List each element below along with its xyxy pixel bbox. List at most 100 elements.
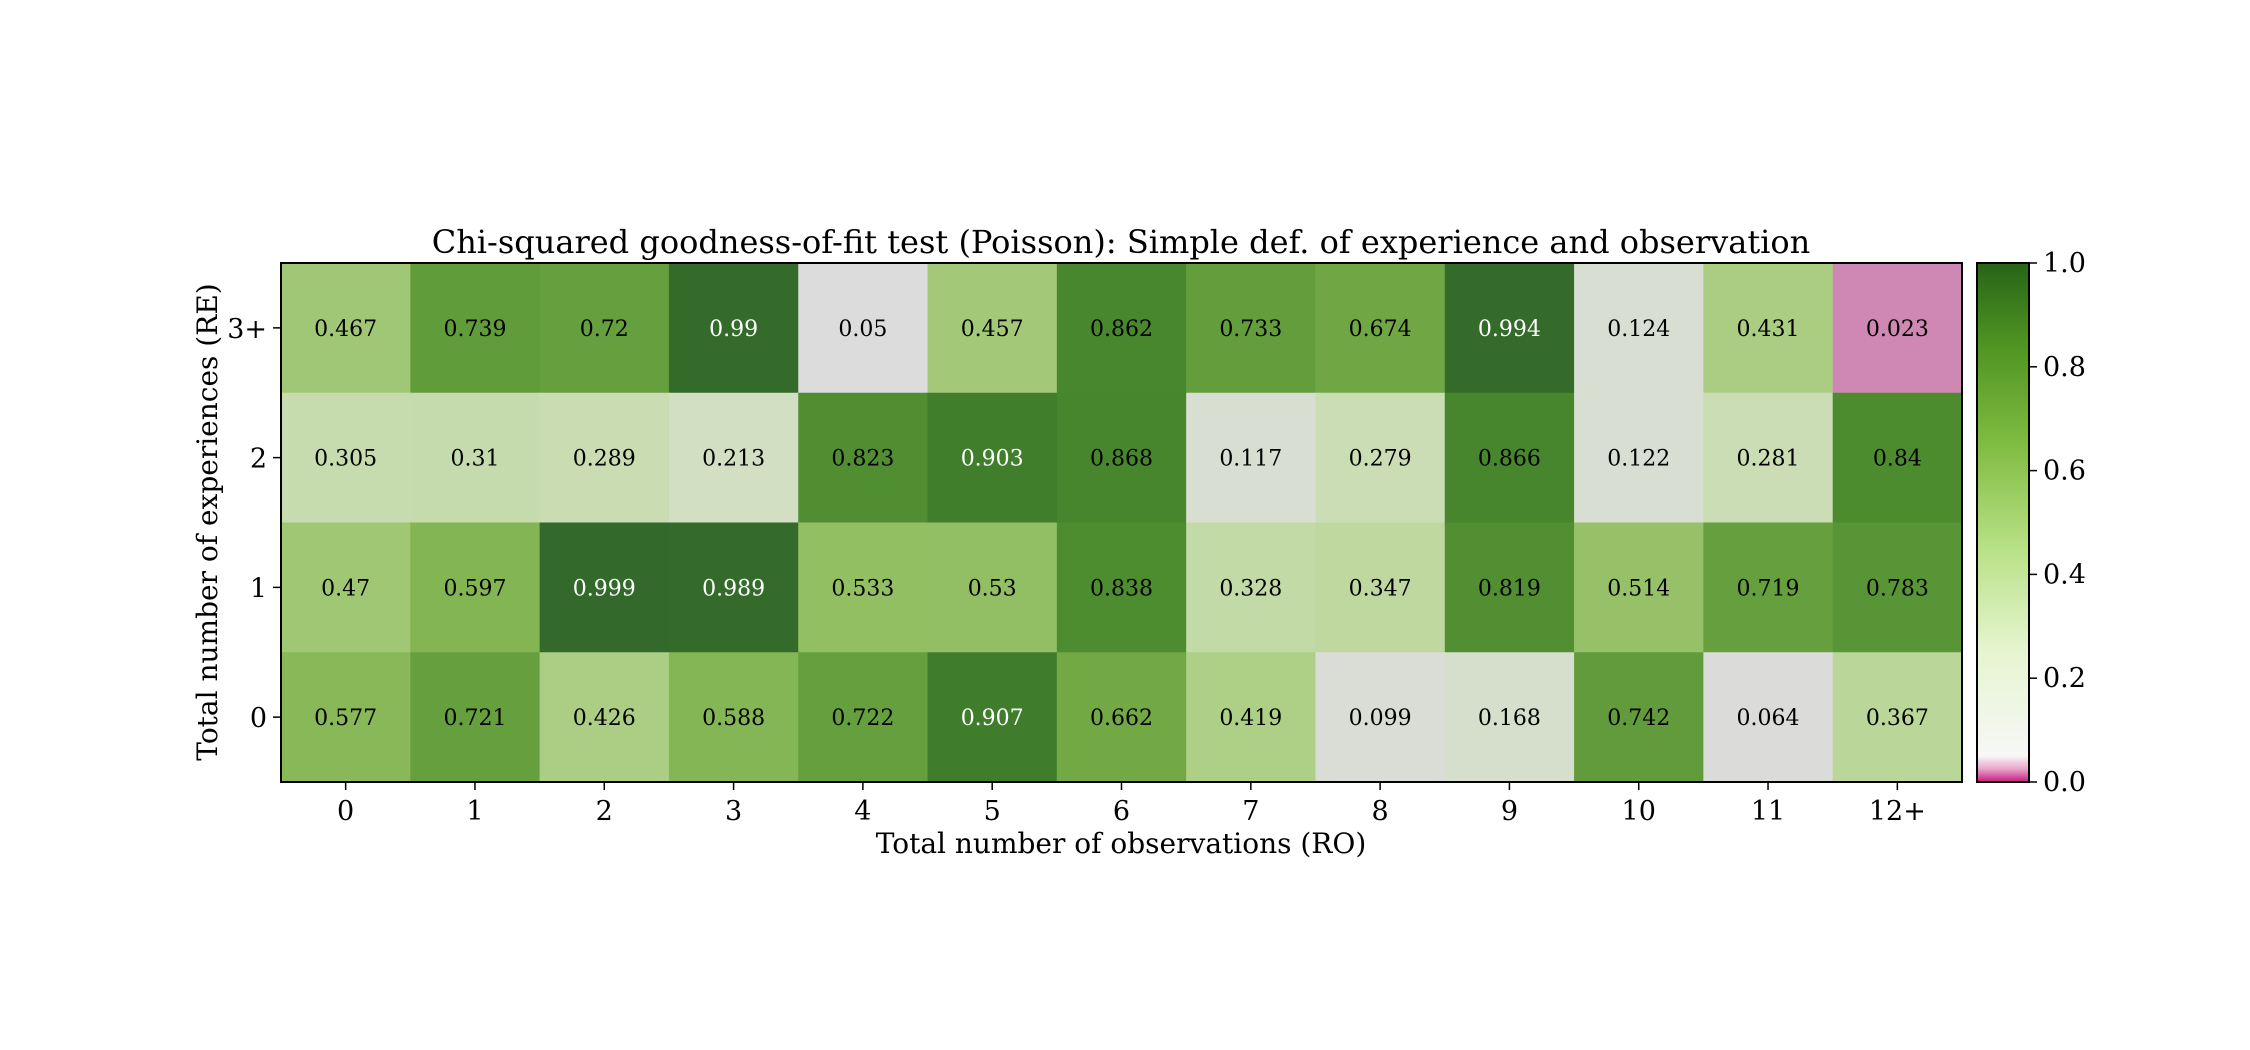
cell-value-label: 0.577 [314, 706, 377, 731]
cell-value-label: 0.674 [1349, 317, 1412, 342]
heatmap-cell [1574, 263, 1704, 394]
cell-value-label: 0.597 [443, 576, 506, 601]
cell-value-label: 0.53 [968, 576, 1017, 601]
heatmap-cell [1832, 392, 1963, 524]
cell-value-label: 0.783 [1866, 576, 1929, 601]
x-tick-label: 11 [1751, 796, 1785, 827]
x-tick-label: 12+ [1869, 796, 1926, 827]
cell-value-label: 0.999 [573, 576, 636, 601]
cell-value-label: 0.514 [1607, 576, 1670, 601]
heatmap-cell [927, 263, 1058, 394]
cell-value-label: 0.367 [1866, 706, 1929, 731]
y-tick-label: 1 [250, 573, 267, 604]
heatmap-cell [798, 392, 929, 524]
colorbar-tick-label: 0.0 [2043, 767, 2086, 798]
cell-value-label: 0.742 [1607, 706, 1670, 731]
heatmap-cell [1315, 652, 1446, 783]
heatmap-cell [281, 392, 411, 524]
colorbar-tick-label: 0.6 [2043, 456, 2086, 487]
cell-value-label: 0.279 [1349, 447, 1412, 472]
cell-value-label: 0.823 [831, 447, 894, 472]
cell-value-label: 0.907 [961, 706, 1024, 731]
cell-value-label: 0.533 [831, 576, 894, 601]
heatmap-cell [281, 522, 411, 653]
heatmap-cell [1574, 652, 1704, 783]
heatmap-cell [1703, 263, 1834, 394]
y-tick-label: 0 [250, 703, 267, 734]
cell-value-label: 0.903 [961, 447, 1024, 472]
heatmap-cell [1315, 392, 1446, 524]
cell-value-label: 0.328 [1219, 576, 1282, 601]
cell-value-label: 0.84 [1873, 447, 1922, 472]
cell-value-label: 0.347 [1349, 576, 1412, 601]
cell-value-label: 0.064 [1737, 706, 1800, 731]
cell-value-label: 0.431 [1737, 317, 1800, 342]
heatmap-cell [1574, 522, 1704, 653]
chart-title: Chi-squared goodness-of-fit test (Poisso… [432, 223, 1811, 261]
colorbar-tick-label: 0.4 [2043, 559, 2086, 590]
x-tick-label: 5 [984, 796, 1001, 827]
heatmap-cell [1444, 263, 1575, 394]
cell-value-label: 0.862 [1090, 317, 1153, 342]
heatmap-cell [1186, 263, 1317, 394]
heatmap-cells [281, 263, 1963, 783]
cell-value-label: 0.72 [580, 317, 629, 342]
cell-value-label: 0.47 [321, 576, 370, 601]
y-tick-label: 2 [250, 444, 267, 475]
heatmap-cell [539, 522, 670, 653]
x-tick-label: 4 [854, 796, 871, 827]
y-axis-ticks: 3+ 2 1 0 [227, 314, 281, 734]
cell-value-label: 0.819 [1478, 576, 1541, 601]
cell-value-label: 0.588 [702, 706, 765, 731]
cell-value-label: 0.305 [314, 447, 377, 472]
cell-value-label: 0.122 [1607, 447, 1670, 472]
cell-value-label: 0.426 [573, 706, 636, 731]
heatmap-cell [668, 263, 799, 394]
cell-value-label: 0.662 [1090, 706, 1153, 731]
heatmap-cell [1444, 652, 1575, 783]
cell-value-label: 0.213 [702, 447, 765, 472]
cell-value-label: 0.457 [961, 317, 1024, 342]
heatmap-cell [539, 263, 670, 394]
x-tick-label: 8 [1372, 796, 1389, 827]
heatmap-cell [798, 263, 929, 394]
heatmap-cell [1703, 522, 1834, 653]
heatmap-cell [927, 392, 1058, 524]
cell-value-label: 0.719 [1737, 576, 1800, 601]
x-tick-label: 2 [596, 796, 613, 827]
cell-value-label: 0.721 [443, 706, 506, 731]
cell-value-label: 0.31 [450, 447, 499, 472]
cell-value-label: 0.099 [1349, 706, 1412, 731]
heatmap-cell [798, 522, 929, 653]
heatmap-cell [1832, 652, 1963, 783]
heatmap-cell [1444, 392, 1575, 524]
heatmap-cell [1703, 652, 1834, 783]
heatmap-cell [1315, 522, 1446, 653]
y-axis-label: Total number of experiences (RE) [191, 283, 224, 760]
heatmap-cell [1056, 522, 1187, 653]
heatmap-cell [1703, 392, 1834, 524]
heatmap-cell [1832, 522, 1963, 653]
colorbar-tick-label: 0.8 [2043, 352, 2086, 383]
heatmap-cell [1315, 263, 1446, 394]
cell-value-label: 0.281 [1737, 447, 1800, 472]
cell-value-label: 0.989 [702, 576, 765, 601]
cell-value-label: 0.124 [1607, 317, 1670, 342]
x-tick-label: 7 [1242, 796, 1259, 827]
heatmap-cell [1444, 522, 1575, 653]
heatmap-cell [1056, 392, 1187, 524]
heatmap-cell [281, 652, 411, 783]
x-tick-label: 6 [1113, 796, 1130, 827]
x-tick-label: 0 [337, 796, 354, 827]
heatmap-cell [668, 392, 799, 524]
heatmap-cell-labels: 0.467 0.739 0.72 0.99 0.05 0.457 0.862 0.733 0.6… [314, 317, 1929, 731]
heatmap-cell [927, 522, 1058, 653]
heatmap-cell [410, 522, 541, 653]
x-axis-label: Total number of observations (RO) [876, 827, 1367, 860]
x-axis-ticks: 0 1 2 3 4 5 6 7 8 9 10 11 12+ [337, 782, 1926, 827]
cell-value-label: 0.023 [1866, 317, 1929, 342]
heatmap-cell [410, 263, 541, 394]
cell-value-label: 0.419 [1219, 706, 1282, 731]
heatmap-cell [668, 652, 799, 783]
x-tick-label: 1 [466, 796, 483, 827]
